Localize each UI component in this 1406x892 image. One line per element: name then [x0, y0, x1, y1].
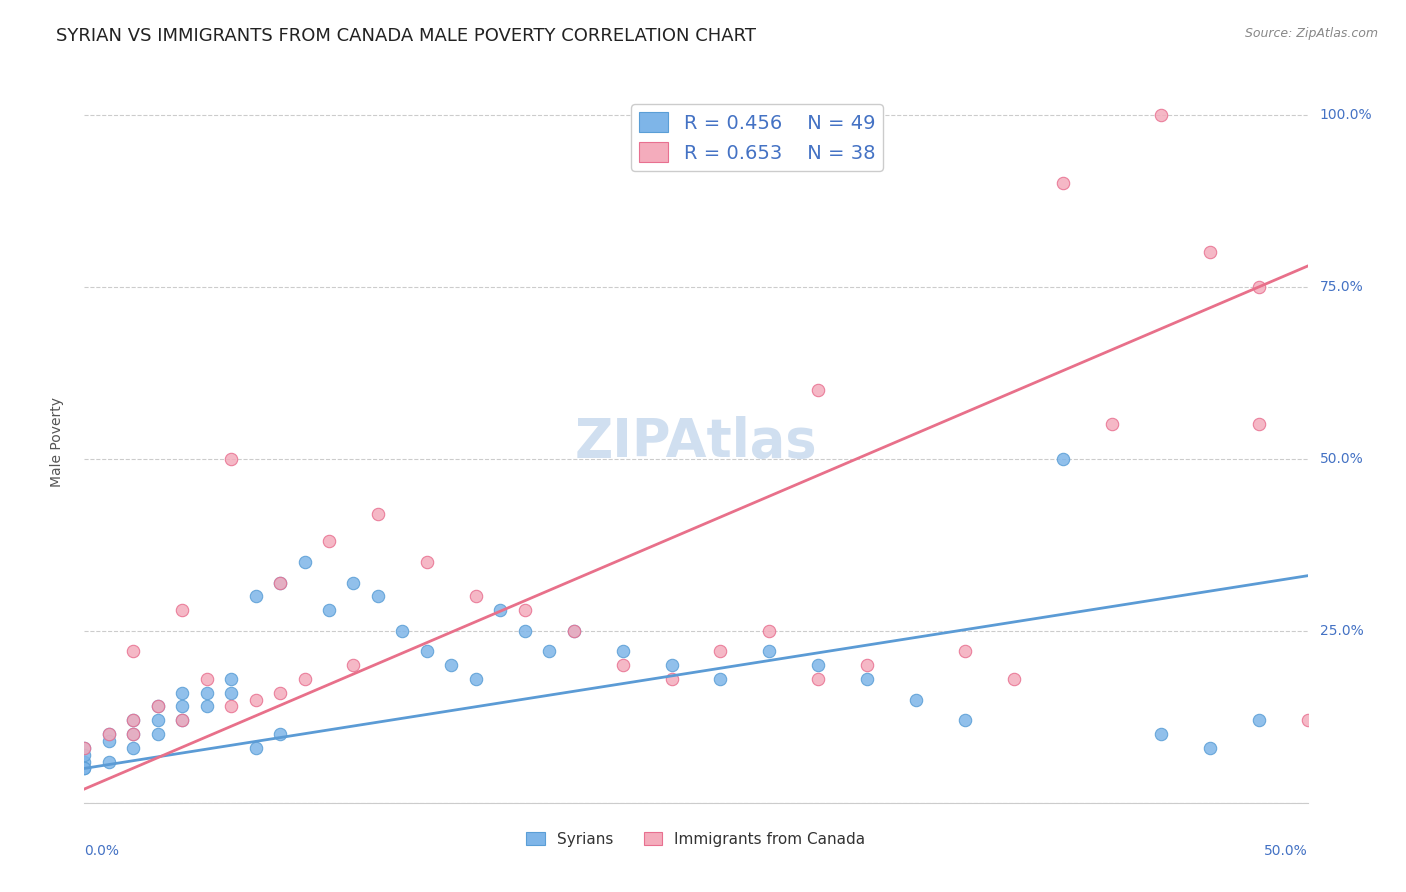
Point — [709, 644, 731, 658]
Text: 100.0%: 100.0% — [1320, 108, 1372, 121]
Point — [661, 658, 683, 673]
Point — [122, 713, 145, 727]
Point — [562, 624, 585, 638]
Point — [122, 740, 145, 755]
Point — [294, 672, 316, 686]
Point — [391, 624, 413, 638]
Text: 0.0%: 0.0% — [84, 844, 120, 858]
Text: 50.0%: 50.0% — [1320, 451, 1364, 466]
Point — [195, 699, 218, 714]
Point — [97, 734, 120, 748]
Point — [219, 686, 242, 700]
Point — [440, 658, 463, 673]
Point — [1150, 108, 1173, 122]
Point — [758, 624, 780, 638]
Point — [1247, 713, 1270, 727]
Point — [146, 727, 169, 741]
Point — [807, 383, 830, 397]
Point — [318, 603, 340, 617]
Point — [1002, 672, 1025, 686]
Point — [245, 692, 267, 706]
Point — [464, 590, 486, 604]
Point — [172, 713, 194, 727]
Point — [269, 575, 291, 590]
Point — [269, 575, 291, 590]
Point — [146, 699, 169, 714]
Point — [562, 624, 585, 638]
Point — [538, 644, 561, 658]
Point — [97, 727, 120, 741]
Point — [219, 699, 242, 714]
Point — [367, 590, 389, 604]
Point — [73, 761, 96, 775]
Text: 25.0%: 25.0% — [1320, 624, 1364, 638]
Point — [953, 644, 976, 658]
Point — [367, 507, 389, 521]
Point — [172, 686, 194, 700]
Text: 75.0%: 75.0% — [1320, 280, 1364, 293]
Point — [195, 672, 218, 686]
Point — [172, 699, 194, 714]
Point — [905, 692, 928, 706]
Point — [73, 747, 96, 762]
Point — [219, 672, 242, 686]
Point — [269, 727, 291, 741]
Point — [1198, 740, 1220, 755]
Point — [709, 672, 731, 686]
Point — [318, 534, 340, 549]
Point — [1052, 177, 1074, 191]
Point — [73, 740, 96, 755]
Y-axis label: Male Poverty: Male Poverty — [49, 397, 63, 486]
Point — [416, 644, 439, 658]
Point — [489, 603, 512, 617]
Point — [73, 761, 96, 775]
Point — [172, 603, 194, 617]
Point — [856, 672, 879, 686]
Text: Source: ZipAtlas.com: Source: ZipAtlas.com — [1244, 27, 1378, 40]
Point — [758, 644, 780, 658]
Point — [1296, 713, 1319, 727]
Point — [953, 713, 976, 727]
Point — [1101, 417, 1123, 432]
Point — [1247, 279, 1270, 293]
Point — [146, 699, 169, 714]
Point — [856, 658, 879, 673]
Point — [612, 658, 634, 673]
Point — [1052, 451, 1074, 466]
Point — [416, 555, 439, 569]
Point — [245, 740, 267, 755]
Point — [97, 755, 120, 769]
Point — [122, 727, 145, 741]
Point — [195, 686, 218, 700]
Point — [464, 672, 486, 686]
Point — [342, 575, 364, 590]
Point — [269, 686, 291, 700]
Point — [219, 451, 242, 466]
Point — [294, 555, 316, 569]
Point — [1247, 417, 1270, 432]
Point — [513, 624, 536, 638]
Text: ZIPAtlas: ZIPAtlas — [575, 416, 817, 467]
Point — [612, 644, 634, 658]
Point — [122, 713, 145, 727]
Text: SYRIAN VS IMMIGRANTS FROM CANADA MALE POVERTY CORRELATION CHART: SYRIAN VS IMMIGRANTS FROM CANADA MALE PO… — [56, 27, 756, 45]
Point — [1150, 727, 1173, 741]
Point — [73, 755, 96, 769]
Point — [122, 644, 145, 658]
Point — [97, 727, 120, 741]
Point — [661, 672, 683, 686]
Legend: Syrians, Immigrants from Canada: Syrians, Immigrants from Canada — [520, 826, 872, 853]
Point — [513, 603, 536, 617]
Point — [1198, 245, 1220, 260]
Point — [172, 713, 194, 727]
Text: 50.0%: 50.0% — [1264, 844, 1308, 858]
Point — [807, 658, 830, 673]
Point — [245, 590, 267, 604]
Point — [122, 727, 145, 741]
Point — [342, 658, 364, 673]
Point — [73, 740, 96, 755]
Point — [807, 672, 830, 686]
Point — [146, 713, 169, 727]
